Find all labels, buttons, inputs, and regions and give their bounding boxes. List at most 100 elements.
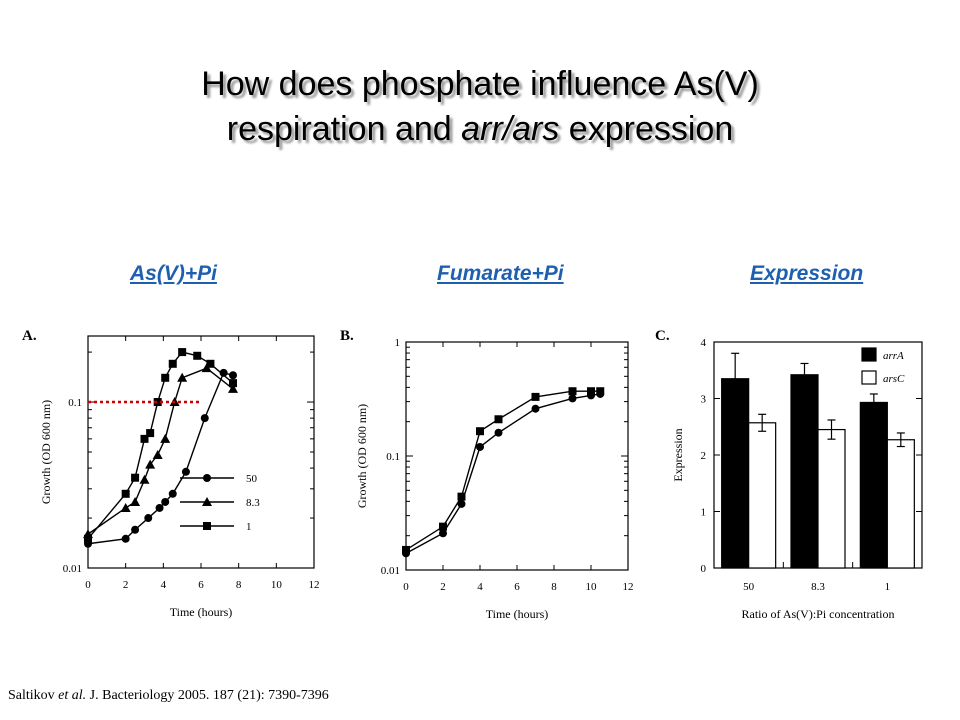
x-tick-label: 6 [514, 581, 520, 593]
x-tick-label: 12 [309, 579, 320, 591]
citation-journal: J. Bacteriology 2005. 187 (21): 7390-739… [86, 688, 329, 703]
bar [886, 439, 915, 569]
x-tick-label: 6 [198, 579, 204, 591]
data-point [402, 545, 410, 554]
legend-label: 8.3 [246, 497, 260, 509]
y-axis-label: Expression [671, 428, 685, 481]
series-line [405, 390, 601, 551]
data-point [160, 433, 171, 443]
legend-marker [202, 497, 212, 506]
data-point [494, 428, 503, 437]
panel-label: C. [655, 328, 670, 344]
data-point [457, 492, 466, 501]
bar [790, 374, 819, 569]
x-tick-label: 12 [623, 581, 634, 593]
x-axis-label: Ratio of As(V):Pi concentration [742, 607, 895, 621]
category-label: 50 [743, 581, 755, 593]
data-point [457, 499, 466, 508]
slide-title: How does phosphate influence As(V) respi… [0, 62, 960, 152]
heading-asv-pi[interactable]: As(V)+Pi [130, 262, 217, 285]
data-point [476, 442, 484, 451]
data-point [139, 474, 150, 484]
legend-swatch [861, 347, 877, 362]
category-label: 1 [885, 581, 891, 593]
y-tick-label: 0.1 [68, 397, 82, 409]
citation-et-al: et al. [58, 688, 87, 703]
legend-label: arsC [883, 373, 905, 385]
data-point [161, 373, 170, 382]
x-tick-label: 2 [123, 579, 129, 591]
panel-label: B. [340, 328, 354, 344]
data-point [200, 414, 209, 423]
data-point [120, 502, 131, 512]
data-point [229, 371, 238, 380]
x-tick-label: 10 [586, 581, 598, 593]
x-tick-label: 4 [477, 581, 483, 593]
title-line-1: How does phosphate influence As(V) [201, 65, 759, 103]
data-point [145, 459, 156, 469]
legend-label: 1 [246, 521, 252, 533]
data-point [146, 429, 155, 438]
legend-swatch [861, 370, 877, 385]
data-point [596, 387, 605, 396]
data-point [152, 449, 163, 459]
bar [817, 428, 846, 569]
data-point [494, 415, 503, 424]
data-point [153, 398, 162, 407]
category-label: 8.3 [811, 581, 825, 593]
y-tick-label: 0.01 [63, 563, 82, 575]
data-point [193, 351, 202, 360]
data-point [130, 496, 141, 506]
data-point [84, 534, 92, 543]
legend-label: arrA [883, 350, 904, 362]
citation: Saltikov et al. J. Bacteriology 2005. 18… [8, 688, 329, 704]
data-point [219, 368, 228, 377]
y-tick-label: 3 [701, 394, 707, 406]
data-point [121, 489, 130, 498]
data-point [181, 467, 190, 476]
data-point [531, 392, 540, 401]
x-tick-label: 8 [551, 581, 557, 593]
y-tick-label: 4 [701, 337, 707, 349]
y-axis-label: Growth (OD 600 nm) [39, 400, 53, 504]
title-line-2: respiration and arr/ars expression [0, 107, 960, 152]
x-tick-label: 10 [271, 579, 283, 591]
y-tick-label: 1 [701, 507, 707, 519]
data-point [140, 434, 149, 443]
data-point [177, 372, 188, 382]
bar [721, 378, 750, 569]
y-axis-label: Growth (OD 600 nm) [355, 404, 369, 508]
data-point [168, 489, 177, 498]
data-point [228, 383, 239, 393]
x-tick-label: 2 [440, 581, 446, 593]
x-tick-label: 4 [161, 579, 167, 591]
legend-marker [203, 474, 211, 482]
data-point [168, 359, 177, 368]
data-point [476, 427, 484, 436]
x-tick-label: 0 [85, 579, 91, 591]
data-point [531, 404, 540, 413]
title-line-2-gene-names: arr/ars [461, 110, 560, 148]
data-point [568, 387, 577, 396]
data-point [121, 534, 130, 543]
title-line-2-part-c: expression [559, 110, 734, 148]
heading-expression[interactable]: Expression [750, 262, 864, 285]
panel-label: A. [22, 328, 37, 344]
y-tick-label: 2 [701, 450, 707, 462]
data-point [206, 359, 215, 368]
data-point [131, 525, 140, 534]
y-tick-label: 0.1 [386, 451, 400, 463]
x-tick-label: 0 [403, 581, 409, 593]
legend-label: 50 [246, 473, 258, 485]
citation-authors: Saltikov [8, 688, 59, 703]
data-point [155, 503, 164, 512]
bar [859, 401, 888, 569]
heading-fumarate-pi[interactable]: Fumarate+Pi [437, 262, 564, 285]
data-point [587, 387, 595, 396]
legend-marker [203, 522, 211, 530]
bar [748, 422, 777, 569]
data-point [568, 394, 577, 403]
data-point [144, 514, 153, 523]
data-point [439, 522, 447, 531]
